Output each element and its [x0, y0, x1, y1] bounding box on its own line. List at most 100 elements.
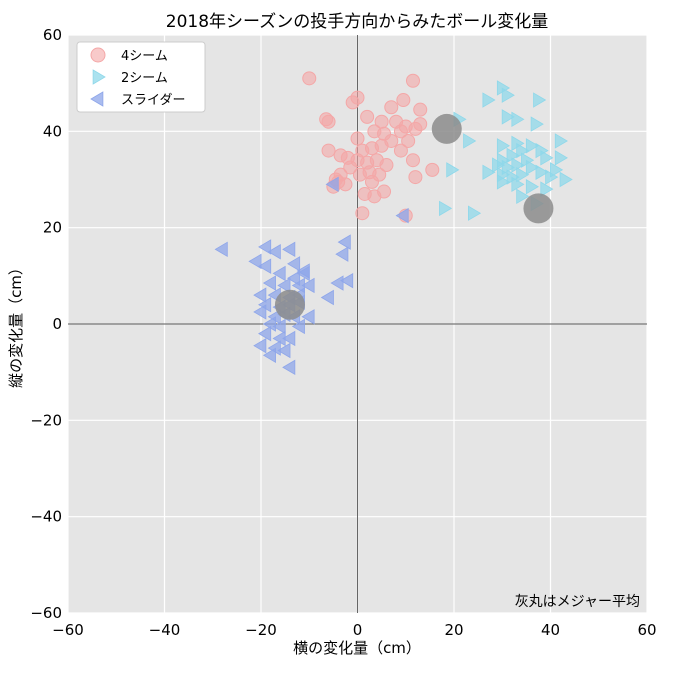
x-tick-label: 20	[444, 621, 463, 639]
data-point-series-0	[374, 138, 389, 153]
data-point-series-1	[482, 164, 496, 180]
legend-label: スライダー	[121, 93, 185, 108]
data-point-series-1	[511, 176, 525, 193]
data-point-series-2	[320, 289, 334, 306]
data-point-series-0	[405, 153, 420, 168]
data-point-series-2	[335, 246, 349, 262]
data-point-series-0	[396, 93, 411, 108]
data-point-series-2	[272, 265, 286, 282]
data-point-series-0	[379, 158, 394, 173]
data-point-series-2	[267, 244, 281, 260]
data-point-series-2	[291, 318, 305, 335]
data-point-series-0	[413, 117, 428, 132]
legend-marker-2	[90, 91, 104, 107]
data-point-series-2	[277, 277, 291, 294]
data-point-series-2	[258, 258, 272, 274]
data-point-series-0	[413, 102, 428, 117]
legend-marker-0	[90, 47, 106, 63]
data-point-series-0	[345, 95, 360, 110]
data-point-series-1	[501, 109, 515, 125]
data-point-series-1	[554, 150, 568, 166]
data-point-series-0	[360, 109, 375, 124]
x-tick-label: 0	[353, 621, 363, 639]
legend-box	[76, 41, 206, 113]
legend-label: 4シーム	[121, 49, 168, 64]
reference-points	[274, 113, 554, 320]
data-point-series-0	[393, 124, 408, 139]
data-point-series-0	[367, 189, 382, 204]
y-tick-label: 0	[52, 315, 62, 333]
x-tick-label: −20	[245, 621, 277, 639]
data-point-series-1	[525, 159, 539, 176]
data-point-series-0	[302, 71, 317, 86]
data-point-series-0	[355, 206, 370, 221]
x-tick-label: 40	[541, 621, 560, 639]
data-point-series-0	[350, 131, 365, 146]
data-point-series-0	[321, 114, 336, 129]
legend-marker-1	[92, 69, 106, 85]
data-point-series-1	[550, 162, 564, 178]
data-point-series-1	[516, 188, 530, 205]
data-point-series-2	[248, 253, 262, 270]
y-tick-label: 40	[43, 122, 62, 140]
x-tick-label: −60	[52, 621, 84, 639]
data-point-series-0	[393, 143, 408, 158]
data-point-series-0	[364, 174, 379, 189]
data-point-series-2	[301, 277, 315, 294]
reference-point	[274, 289, 305, 320]
y-tick-label: −20	[30, 411, 62, 429]
data-point-series-1	[501, 87, 515, 103]
data-point-series-1	[530, 116, 544, 132]
data-point-series-1	[540, 181, 554, 197]
data-point-series-2	[253, 337, 267, 354]
data-point-series-2	[282, 330, 296, 347]
data-point-series-1	[535, 164, 549, 180]
data-point-series-2	[258, 325, 272, 342]
data-point-series-1	[540, 150, 554, 166]
annotation-text: 灰丸はメジャー平均	[515, 594, 640, 610]
y-axis-label: 縦の変化量（cm）	[7, 260, 25, 388]
data-point-series-1	[496, 138, 511, 154]
data-point-series-1	[467, 205, 482, 221]
data-point-series-0	[405, 73, 420, 88]
data-point-series-1	[482, 92, 496, 108]
data-point-series-1	[554, 133, 568, 149]
data-point-series-2	[340, 272, 354, 289]
x-tick-label: −40	[149, 621, 181, 639]
tick-labels: −60 −40 −20 0 20 40 60 −60 −40 −20 0 20 40 60	[30, 26, 656, 639]
data-point-series-1	[446, 162, 460, 178]
data-point-series-2	[282, 359, 296, 376]
data-point-series-2	[286, 256, 301, 272]
data-point-series-0	[343, 160, 358, 175]
y-tick-label: 60	[43, 26, 62, 44]
data-point-series-2	[282, 241, 296, 258]
data-point-series-2	[296, 265, 310, 282]
zero-lines	[68, 35, 647, 613]
data-point-series-2	[272, 318, 286, 335]
data-point-series-1	[516, 166, 530, 183]
legend-label: 2シーム	[121, 71, 168, 86]
data-point-series-1	[545, 169, 559, 185]
data-point-series-2	[258, 239, 272, 255]
data-point-series-2	[253, 304, 267, 320]
data-point-series-1	[496, 174, 511, 190]
y-tick-label: −60	[30, 604, 62, 622]
reference-point	[431, 113, 462, 144]
y-tick-label: −40	[30, 508, 62, 526]
data-point-series-2	[286, 270, 301, 286]
data-point-series-0	[425, 162, 440, 177]
data-point-series-1	[525, 138, 539, 154]
x-axis-label: 横の変化量（cm）	[293, 639, 421, 657]
data-point-series-1	[533, 92, 547, 108]
x-tick-label: 60	[637, 621, 656, 639]
data-point-series-0	[408, 170, 423, 185]
y-tick-label: 20	[43, 219, 62, 237]
data-point-series-2	[262, 275, 276, 291]
data-point-series-2	[395, 207, 409, 224]
data-point-series-2	[330, 275, 344, 291]
data-point-series-2	[262, 347, 276, 364]
data-point-series-2	[277, 342, 291, 359]
data-point-series-0	[401, 133, 416, 148]
